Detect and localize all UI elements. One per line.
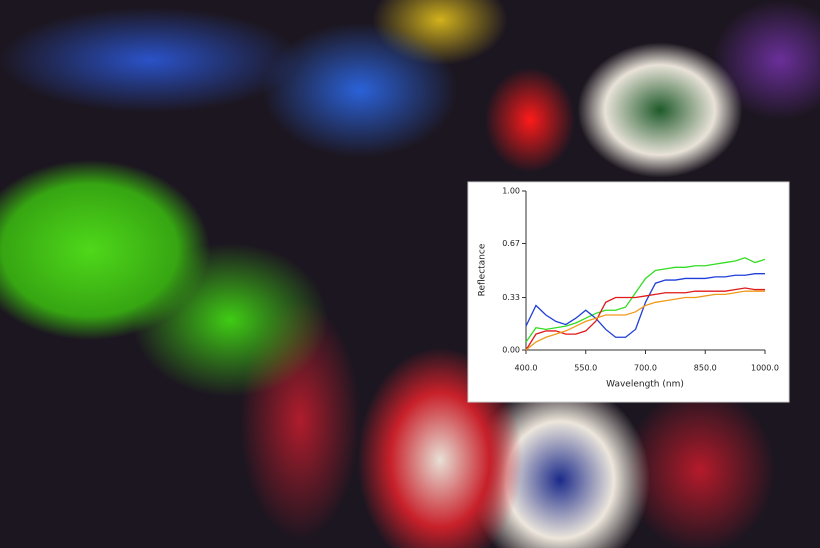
y-tick-label: 0.33 xyxy=(502,293,520,302)
x-tick-label: 850.0 xyxy=(694,364,717,373)
x-tick-label: 400.0 xyxy=(515,364,538,373)
data-line xyxy=(525,287,765,351)
data-line xyxy=(525,257,766,343)
inset-panel xyxy=(467,181,790,403)
data-line xyxy=(525,273,765,338)
x-tick-label: 1000.0 xyxy=(751,364,779,373)
x-tick-label: 550.0 xyxy=(574,364,597,373)
y-tick-label: 0.67 xyxy=(502,239,520,248)
data-line xyxy=(525,290,765,351)
x-tick-label: 700.0 xyxy=(634,364,657,373)
y-tick-label: 0.00 xyxy=(502,346,520,355)
y-tick-label: 1.00 xyxy=(502,187,520,196)
x-axis-title: Wavelength (nm) xyxy=(606,380,684,390)
y-axis-title: Reflectance xyxy=(478,243,488,296)
